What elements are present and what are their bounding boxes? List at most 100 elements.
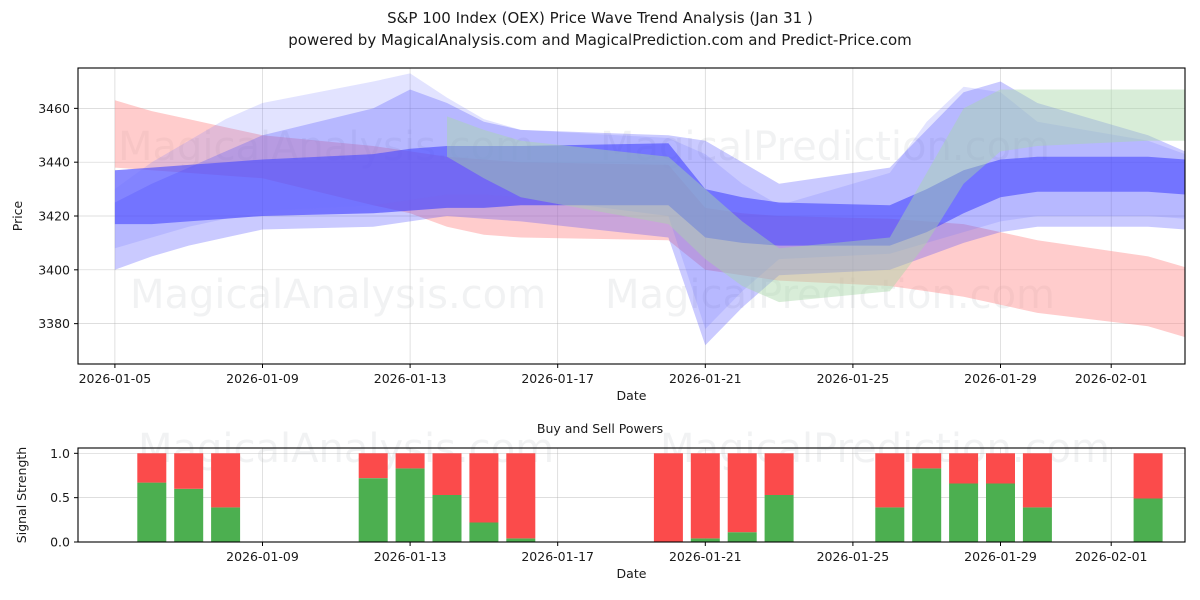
price-x-axis: 2026-01-05 2026-01-09 2026-01-13 2026-01-17… [79, 364, 1148, 386]
price-wave-panel: 3380 3400 3420 3440 3460 Price 2026-01-05 2026-… [10, 67, 1186, 403]
power-bar[interactable] [506, 453, 536, 543]
price-x-tick-label: 2026-01-09 [226, 371, 299, 386]
buy-power-segment[interactable] [727, 532, 757, 542]
power-bar[interactable] [653, 453, 683, 542]
sell-power-segment[interactable] [469, 453, 499, 523]
buy-power-segment[interactable] [137, 482, 167, 542]
power-bar[interactable] [764, 453, 794, 542]
power-bar[interactable] [690, 453, 720, 543]
buy-power-segment[interactable] [174, 488, 204, 542]
power-x-tick-label: 2026-01-21 [669, 549, 742, 564]
power-bar[interactable] [174, 453, 204, 542]
sell-power-segment[interactable] [727, 453, 757, 533]
sell-power-segment[interactable] [211, 453, 241, 508]
buy-power-segment[interactable] [358, 478, 388, 542]
power-bar[interactable] [875, 453, 905, 542]
buy-power-segment[interactable] [690, 538, 720, 543]
power-y-tick-label: 1.0 [50, 446, 70, 461]
power-bar[interactable] [137, 453, 167, 542]
power-bar[interactable] [1133, 453, 1163, 543]
power-y-axis: 0.0 0.5 1.0 [50, 446, 78, 550]
buy-power-segment[interactable] [432, 495, 462, 542]
sell-power-segment[interactable] [506, 453, 536, 539]
price-y-tick-label: 3400 [38, 262, 70, 277]
price-y-tick-label: 3460 [38, 101, 70, 116]
power-bar[interactable] [395, 453, 425, 542]
price-y-tick-label: 3380 [38, 316, 70, 331]
sell-power-segment[interactable] [690, 453, 720, 539]
price-x-tick-label: 2026-01-21 [669, 371, 742, 386]
watermark-layer: MagicalAnalysis.com MagicalPrediction.com… [118, 124, 1110, 472]
sell-power-segment[interactable] [1133, 453, 1163, 499]
price-y-tick-label: 3420 [38, 209, 70, 224]
power-x-axis-label: Date [617, 566, 647, 581]
power-bar[interactable] [469, 453, 499, 543]
power-x-tick-label: 2026-01-13 [374, 549, 447, 564]
buy-power-segment[interactable] [1133, 498, 1163, 543]
power-y-axis-label: Signal Strength [14, 447, 29, 543]
buy-power-segment[interactable] [1022, 507, 1052, 542]
power-bar[interactable] [727, 453, 757, 542]
power-bar[interactable] [912, 453, 942, 542]
price-bands [114, 73, 1185, 346]
power-plot-frame [77, 447, 1186, 543]
power-bar[interactable] [949, 453, 979, 543]
sell-power-segment[interactable] [949, 453, 979, 484]
sell-power-segment[interactable] [653, 453, 683, 542]
power-bars [137, 453, 1163, 543]
watermark-text: MagicalPrediction.com [605, 272, 1055, 318]
page-subtitle: powered by MagicalAnalysis.com and Magic… [288, 31, 912, 49]
power-x-tick-label: 2026-01-17 [521, 549, 594, 564]
price-x-tick-label: 2026-01-17 [521, 371, 594, 386]
price-x-tick-label: 2026-01-29 [964, 371, 1037, 386]
sell-power-segment[interactable] [174, 453, 204, 489]
buy-power-segment[interactable] [395, 468, 425, 542]
buy-power-segment[interactable] [764, 495, 794, 542]
price-band-blue-core-band [114, 143, 1185, 246]
price-band-green-band [447, 89, 1185, 303]
buy-power-segment[interactable] [912, 468, 942, 542]
power-x-tick-label: 2026-01-25 [817, 549, 890, 564]
buy-power-segment[interactable] [469, 522, 499, 543]
power-bar[interactable] [986, 453, 1015, 542]
power-x-tick-label: 2026-01-09 [226, 549, 299, 564]
price-y-tick-label: 3440 [38, 155, 70, 170]
sell-power-segment[interactable] [986, 453, 1015, 484]
sell-power-segment[interactable] [137, 453, 167, 483]
power-x-tick-label: 2026-02-01 [1075, 549, 1148, 564]
watermark-text: MagicalAnalysis.com [130, 272, 546, 318]
price-x-tick-label: 2026-02-01 [1075, 371, 1148, 386]
power-bar[interactable] [211, 453, 241, 542]
price-band-blue-wide-band [114, 81, 1185, 346]
sell-power-segment[interactable] [764, 453, 794, 495]
price-x-tick-label: 2026-01-05 [79, 371, 152, 386]
price-band-blue-faint-band [114, 73, 1185, 330]
sell-power-segment[interactable] [395, 453, 425, 469]
power-bar[interactable] [1022, 453, 1052, 542]
power-y-tick-label: 0.0 [50, 535, 70, 550]
power-bar[interactable] [432, 453, 462, 542]
buy-power-segment[interactable] [506, 538, 536, 543]
power-y-tick-label: 0.5 [50, 490, 70, 505]
power-x-axis: 2026-01-09 2026-01-13 2026-01-17 2026-01-21… [226, 542, 1148, 564]
buy-power-segment[interactable] [949, 483, 979, 543]
sell-power-segment[interactable] [432, 453, 462, 495]
buy-sell-powers-panel: Buy and Sell Powers 0.0 0.5 1.0 Signal Stren… [14, 421, 1186, 581]
sell-power-segment[interactable] [875, 453, 905, 508]
price-x-axis-label: Date [617, 388, 647, 403]
sell-power-segment[interactable] [912, 453, 942, 469]
power-x-tick-label: 2026-01-29 [964, 549, 1037, 564]
power-bar[interactable] [358, 453, 388, 542]
buy-power-segment[interactable] [875, 507, 905, 542]
sell-power-segment[interactable] [1022, 453, 1052, 508]
power-panel-title: Buy and Sell Powers [537, 421, 663, 436]
buy-power-segment[interactable] [211, 507, 241, 542]
price-y-axis-label: Price [10, 200, 25, 231]
price-x-tick-label: 2026-01-25 [817, 371, 890, 386]
sell-power-segment[interactable] [358, 453, 388, 479]
price-y-axis: 3380 3400 3420 3440 3460 [38, 101, 78, 331]
buy-power-segment[interactable] [986, 483, 1015, 543]
page-title: S&P 100 Index (OEX) Price Wave Trend Ana… [387, 9, 813, 27]
